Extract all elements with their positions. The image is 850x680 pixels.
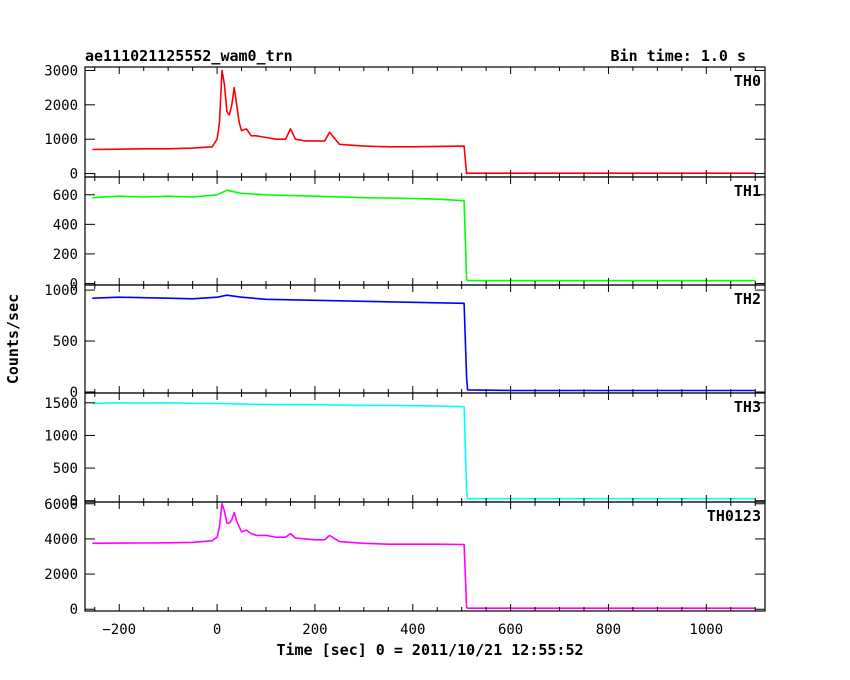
y-tick-label: 2000 <box>44 98 78 114</box>
panel-frame-th2 <box>84 284 766 394</box>
series-line-th0 <box>92 69 756 175</box>
y-tick-label: 3000 <box>44 63 78 79</box>
y-tick-label: 0 <box>70 385 78 401</box>
y-tick-label: 500 <box>53 461 78 477</box>
y-tick-label: 4000 <box>44 532 78 548</box>
chart-title: ae111021125552_wam0_trn <box>85 47 293 65</box>
y-tick-label: 1000 <box>44 283 78 299</box>
x-tick-label: −200 <box>102 622 136 638</box>
y-tick-label: 1000 <box>44 428 78 444</box>
y-tick-label: 0 <box>70 494 78 510</box>
x-tick-label: 800 <box>596 622 621 638</box>
panel-frame-th3 <box>84 392 766 503</box>
panel-label-th1: TH1 <box>734 182 761 200</box>
x-tick-label: 400 <box>400 622 425 638</box>
y-tick-label: 2000 <box>44 567 78 583</box>
panel-label-th0: TH0 <box>734 72 761 90</box>
series-line-th2 <box>92 294 756 392</box>
panel-frame-th0123 <box>84 501 766 612</box>
panel-frame-th0 <box>84 66 766 178</box>
x-tick-label: 0 <box>213 622 221 638</box>
y-tick-label: 0 <box>70 277 78 293</box>
y-tick-label: 400 <box>53 217 78 233</box>
series-line-th1 <box>92 189 756 282</box>
series-line-th0123 <box>92 502 756 610</box>
y-tick-label: 200 <box>53 247 78 263</box>
bin-time-label: Bin time: 1.0 s <box>611 47 746 65</box>
y-tick-label: 6000 <box>44 497 78 513</box>
panel-label-th2: TH2 <box>734 290 761 308</box>
x-axis-label: Time [sec] 0 = 2011/10/21 12:55:52 <box>276 641 583 659</box>
y-tick-label: 600 <box>53 188 78 204</box>
series-line-th3 <box>92 401 756 500</box>
panel-frame-th1 <box>84 176 766 286</box>
y-tick-label: 0 <box>70 602 78 618</box>
x-tick-label: 600 <box>498 622 523 638</box>
x-tick-label: 200 <box>302 622 327 638</box>
panel-label-th0123: TH0123 <box>707 507 761 525</box>
y-tick-label: 1000 <box>44 132 78 148</box>
y-axis-label: Counts/sec <box>4 294 22 384</box>
x-tick-label: 1000 <box>689 622 723 638</box>
panel-label-th3: TH3 <box>734 398 761 416</box>
y-tick-label: 0 <box>70 167 78 183</box>
y-tick-label: 500 <box>53 334 78 350</box>
y-tick-label: 1500 <box>44 396 78 412</box>
